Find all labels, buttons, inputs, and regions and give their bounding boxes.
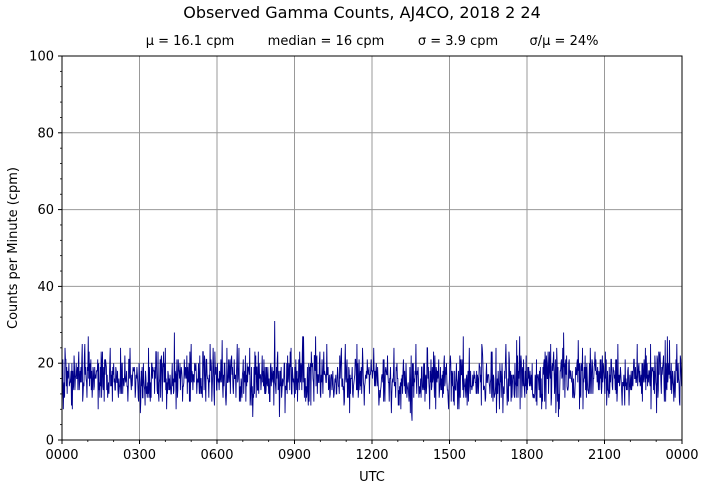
x-axis-label: UTC — [359, 470, 385, 485]
stat-ratio: σ/μ = 24% — [530, 34, 599, 49]
chart-title: Observed Gamma Counts, AJ4CO, 2018 2 24 — [183, 3, 541, 22]
x-tick-label: 2100 — [588, 448, 621, 463]
grid-lines — [62, 56, 682, 440]
x-tick-label: 1800 — [510, 448, 543, 463]
y-tick-label: 0 — [46, 434, 54, 449]
stat-sigma: σ = 3.9 cpm — [418, 34, 498, 49]
x-tick-label: 0000 — [45, 448, 78, 463]
y-axis: 0 20 40 60 80 100 — [29, 50, 62, 449]
series-line — [61, 320, 683, 421]
y-axis-label: Counts per Minute (cpm) — [6, 167, 21, 329]
x-tick-label: 0300 — [123, 448, 156, 463]
y-tick-label: 100 — [29, 50, 54, 65]
x-tick-label: 0900 — [278, 448, 311, 463]
x-tick-label: 0000 — [665, 448, 698, 463]
x-axis: 0000 0300 0600 0900 1200 1500 1800 2100 0000 — [45, 440, 699, 463]
y-tick-label: 40 — [37, 280, 54, 295]
x-tick-label: 1500 — [433, 448, 466, 463]
stat-mean: μ = 16.1 cpm — [146, 34, 235, 49]
series-layer — [61, 320, 683, 421]
stat-median: median = 16 cpm — [268, 34, 385, 49]
y-tick-label: 60 — [37, 203, 54, 218]
y-tick-label: 20 — [37, 357, 54, 372]
x-tick-label: 0600 — [200, 448, 233, 463]
y-tick-label: 80 — [37, 126, 54, 141]
x-tick-label: 1200 — [355, 448, 388, 463]
